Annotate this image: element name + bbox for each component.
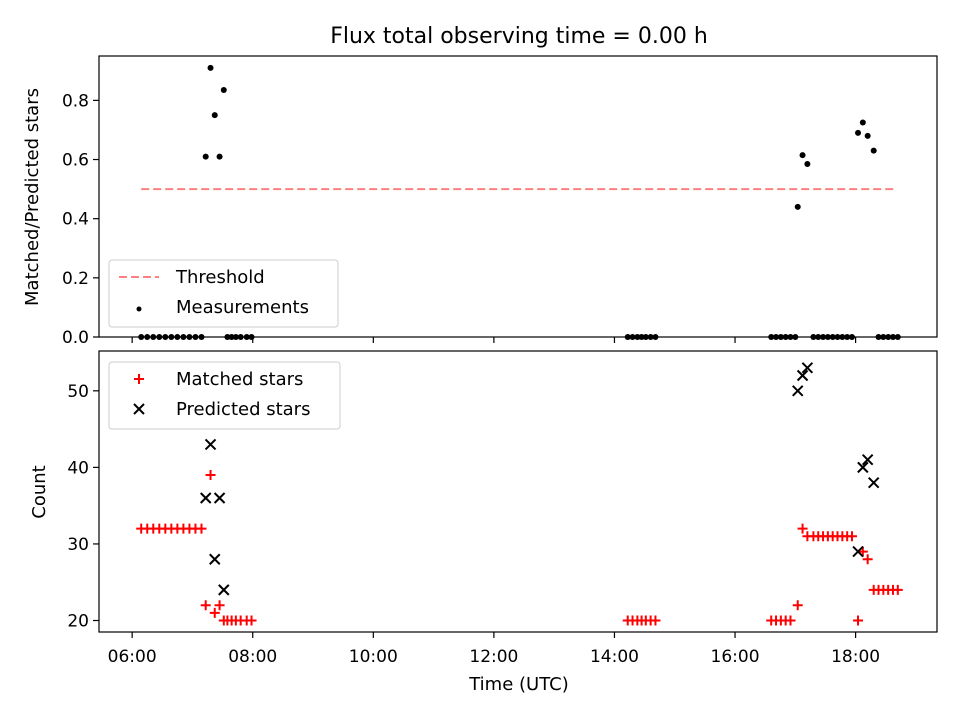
- matched-star-marker: [196, 523, 207, 534]
- legend-predicted-swatch: [133, 403, 145, 415]
- predicted-star-marker: [796, 369, 809, 382]
- measurement-point: [870, 147, 877, 154]
- y-tick-label: 20: [67, 612, 89, 632]
- legend-label: Measurements: [176, 297, 309, 318]
- legend: Threshold Measurements: [108, 259, 339, 328]
- x-axis-label: Time (UTC): [468, 674, 569, 695]
- y-tick-label: 30: [67, 535, 89, 555]
- predicted-star-marker: [852, 545, 864, 558]
- y-tick-label: 0.8: [62, 91, 89, 111]
- axes-frame: [98, 55, 938, 338]
- matched-star-marker: [246, 615, 257, 626]
- y-tick-label: 50: [67, 382, 89, 402]
- predicted-star-marker: [209, 553, 221, 565]
- measurement-point: [211, 112, 218, 119]
- legend: Matched stars Predicted stars: [108, 361, 341, 430]
- y-tick-label: 0.2: [62, 269, 89, 289]
- matched-star-marker: [792, 600, 803, 611]
- measurement-point: [864, 132, 871, 139]
- x-tick-label: 08:00: [228, 647, 277, 667]
- legend-label: Matched stars: [176, 369, 303, 390]
- x-tick-label: 14:00: [590, 647, 639, 667]
- measurement-point: [855, 129, 862, 136]
- predicted-star-marker: [204, 438, 217, 451]
- matched-star-marker: [797, 523, 808, 534]
- legend-box: [108, 361, 341, 430]
- measurement-point: [794, 203, 801, 210]
- matched-star-marker: [209, 607, 220, 618]
- measurement-point: [207, 64, 214, 71]
- matched-star-marker: [853, 615, 864, 626]
- predicted-star-marker: [792, 385, 804, 397]
- y-tick-label: 40: [67, 458, 89, 478]
- predicted-star-marker: [218, 584, 230, 596]
- legend-measurement-swatch: [136, 306, 142, 312]
- matched-star-marker: [857, 546, 868, 557]
- matched-star-marker: [650, 615, 661, 626]
- measurement-point: [220, 87, 227, 94]
- top-panel: 0.0 0.2 0.4 0.6 0.8 Threshold Measurements: [62, 55, 938, 348]
- x-tick-label: 18:00: [831, 647, 880, 667]
- legend-matched-swatch: [134, 374, 144, 384]
- measurement-point: [202, 153, 209, 160]
- matched-star-marker: [785, 615, 796, 626]
- measurement-point: [804, 160, 811, 167]
- matched-star-marker: [892, 584, 903, 595]
- matched-star-marker: [205, 470, 216, 481]
- y-axis-label-top: Matched/Predicted stars: [22, 88, 43, 306]
- bottom-panel: 06:00 08:00 10:00 12:00 14:00 16:00 18:00 20 30 4…: [67, 350, 938, 667]
- axes-frame: [98, 350, 938, 633]
- y-tick-label: 0.0: [62, 328, 89, 348]
- measurement-point: [216, 153, 223, 160]
- matched-star-marker: [214, 600, 225, 611]
- legend-box: [108, 259, 339, 328]
- predicted-star-marker: [867, 476, 880, 489]
- measurement-point: [799, 152, 806, 159]
- predicted-star-marker: [857, 461, 869, 474]
- predicted-star-marker: [801, 362, 814, 374]
- x-tick-label: 06:00: [108, 647, 157, 667]
- predicted-star-marker: [213, 492, 226, 504]
- measurement-point: [859, 119, 866, 126]
- legend-label: Threshold: [175, 267, 265, 288]
- predicted-star-marker: [200, 492, 212, 504]
- matched-star-marker: [200, 600, 211, 611]
- x-tick-label: 12:00: [469, 647, 518, 667]
- x-tick-label: 16:00: [711, 647, 760, 667]
- y-tick-label: 0.4: [62, 210, 89, 230]
- predicted-star-marker: [861, 454, 874, 466]
- legend-label: Predicted stars: [176, 399, 310, 420]
- matched-star-marker: [862, 554, 873, 565]
- x-tick-label: 10:00: [349, 647, 398, 667]
- chart-title: Flux total observing time = 0.00 h: [330, 24, 708, 49]
- matched-star-marker: [846, 531, 857, 542]
- y-tick-label: 0.6: [62, 151, 89, 171]
- y-axis-label-bottom: Count: [29, 465, 50, 518]
